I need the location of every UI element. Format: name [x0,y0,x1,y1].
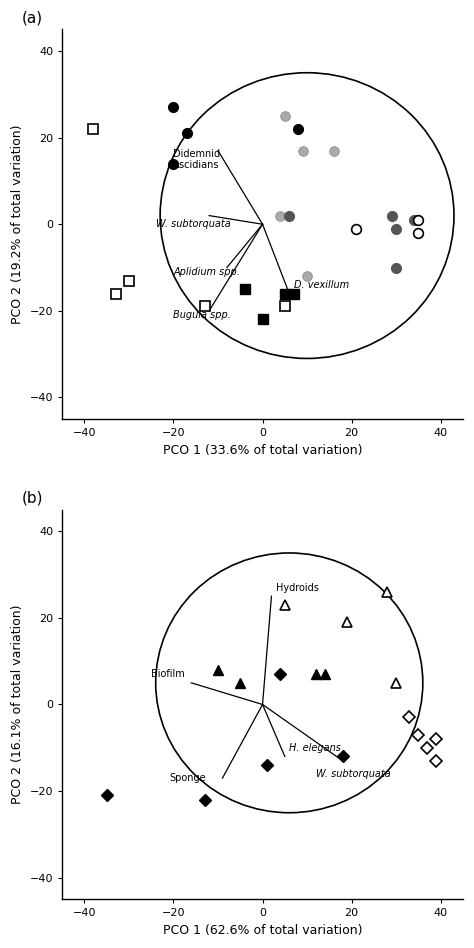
X-axis label: PCO 1 (62.6% of total variation): PCO 1 (62.6% of total variation) [163,924,362,937]
Text: Biofilm: Biofilm [151,669,185,679]
Text: W. subtorquata: W. subtorquata [316,769,391,778]
Text: Sponge: Sponge [169,773,206,783]
Text: (b): (b) [22,491,44,506]
Y-axis label: PCO 2 (19.2% of total variation): PCO 2 (19.2% of total variation) [11,124,24,324]
Text: Aplidium spp.: Aplidium spp. [173,267,240,277]
Text: D. vexillum: D. vexillum [294,280,349,290]
Text: Didemnid
ascidians: Didemnid ascidians [173,149,220,170]
Text: W. subtorquata: W. subtorquata [155,219,230,229]
Text: Hydroids: Hydroids [276,583,319,592]
Text: H. elegans: H. elegans [289,743,341,753]
X-axis label: PCO 1 (33.6% of total variation): PCO 1 (33.6% of total variation) [163,444,362,457]
Text: (a): (a) [22,10,43,26]
Y-axis label: PCO 2 (16.1% of total variation): PCO 2 (16.1% of total variation) [11,605,24,804]
Text: Bugula spp.: Bugula spp. [173,310,231,320]
